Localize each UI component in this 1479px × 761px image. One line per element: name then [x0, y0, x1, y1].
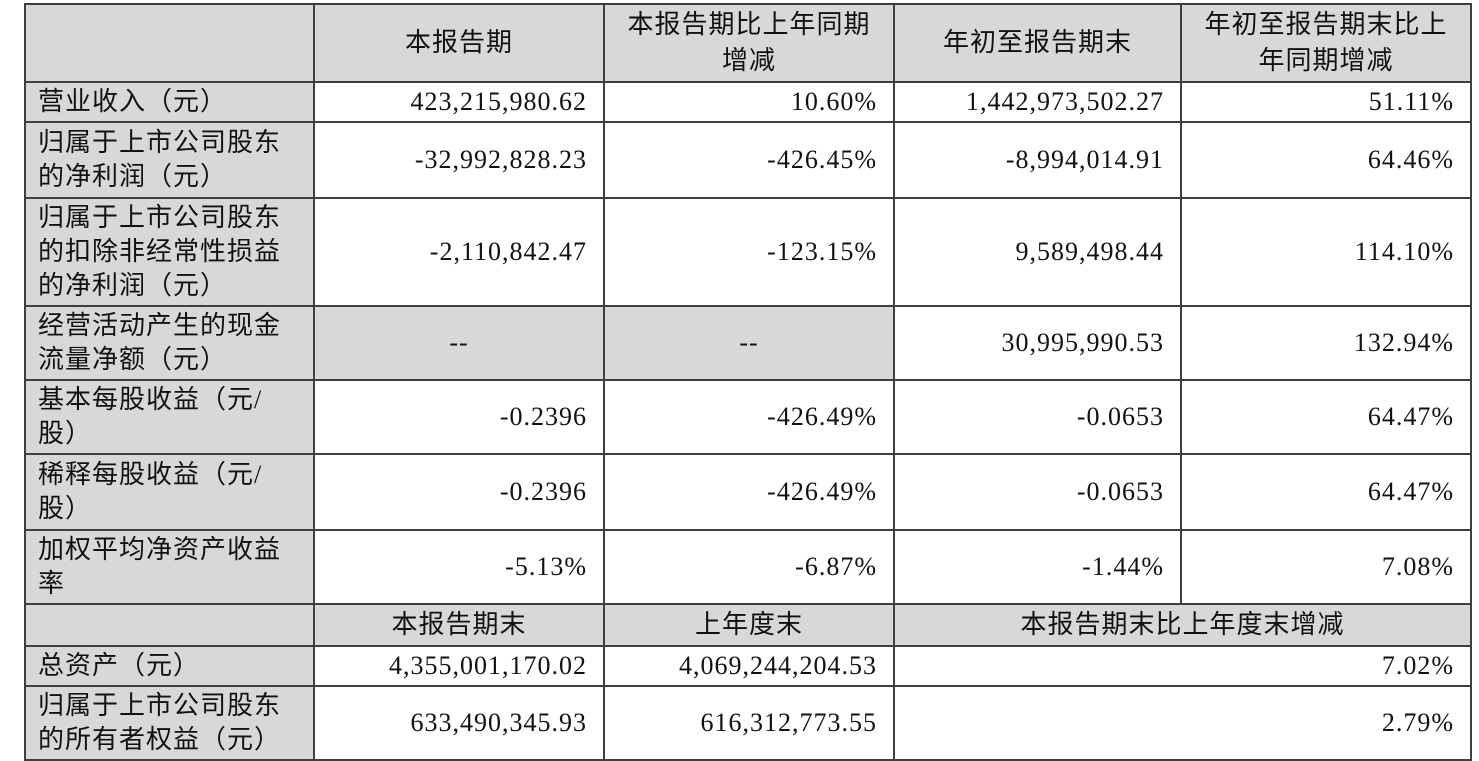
row-label: 归属于上市公司股东的扣除非经常性损益的净利润（元）	[24, 197, 315, 307]
row-label: 归属于上市公司股东的所有者权益（元）	[24, 685, 315, 761]
table-row-revenue: 营业收入（元） 423,215,980.62 10.60% 1,442,973,…	[24, 81, 1472, 123]
col-header-period-end-change: 本报告期末比上年度末增减	[893, 603, 1472, 647]
cell-current-period: -5.13%	[313, 529, 605, 605]
table-row-net-profit: 归属于上市公司股东的净利润（元） -32,992,828.23 -426.45%…	[24, 121, 1472, 199]
cell-ytd: 9,589,498.44	[893, 197, 1182, 307]
table-row-owners-equity: 归属于上市公司股东的所有者权益（元） 633,490,345.93 616,31…	[24, 685, 1472, 761]
cell-yoy-change-na: --	[603, 305, 895, 381]
table-row-net-profit-excl-nonrecurring: 归属于上市公司股东的扣除非经常性损益的净利润（元） -2,110,842.47 …	[24, 197, 1472, 307]
col-header-end-of-period: 本报告期末	[313, 603, 605, 647]
cell-yoy-change: -426.45%	[603, 121, 895, 199]
col-header-ytd-yoy-change: 年初至报告期末比上年同期增减	[1180, 3, 1472, 83]
table-row-operating-cash-flow: 经营活动产生的现金流量净额（元） -- -- 30,995,990.53 132…	[24, 305, 1472, 381]
cell-end-of-period: 4,355,001,170.02	[313, 645, 605, 687]
col-header-current-period: 本报告期	[313, 3, 605, 83]
cell-ytd-yoy-change: 64.47%	[1180, 379, 1472, 455]
table-row-basic-eps: 基本每股收益（元/股） -0.2396 -426.49% -0.0653 64.…	[24, 379, 1472, 455]
header-row-period-end: 本报告期末 上年度末 本报告期末比上年度末增减	[24, 603, 1472, 647]
cell-current-period: -2,110,842.47	[313, 197, 605, 307]
row-label: 经营活动产生的现金流量净额（元）	[24, 305, 315, 381]
cell-ytd-yoy-change: 64.46%	[1180, 121, 1472, 199]
cell-current-period: 423,215,980.62	[313, 81, 605, 123]
cell-ytd-yoy-change: 51.11%	[1180, 81, 1472, 123]
cell-yoy-change: -123.15%	[603, 197, 895, 307]
cell-yoy-change: -426.49%	[603, 379, 895, 455]
cell-ytd-yoy-change: 114.10%	[1180, 197, 1472, 307]
col-header-end-of-last-year: 上年度末	[603, 603, 895, 647]
cell-ytd-yoy-change: 7.08%	[1180, 529, 1472, 605]
cell-period-end-change: 2.79%	[893, 685, 1472, 761]
corner-cell	[24, 3, 315, 83]
cell-ytd-yoy-change: 64.47%	[1180, 453, 1472, 531]
financial-summary-table: 本报告期 本报告期比上年同期增减 年初至报告期末 年初至报告期末比上年同期增减 …	[24, 3, 1472, 761]
col-header-yoy-change: 本报告期比上年同期增减	[603, 3, 895, 83]
cell-current-period: -0.2396	[313, 453, 605, 531]
row-label: 总资产（元）	[24, 645, 315, 687]
cell-ytd: -0.0653	[893, 379, 1182, 455]
row-label: 归属于上市公司股东的净利润（元）	[24, 121, 315, 199]
cell-yoy-change: -6.87%	[603, 529, 895, 605]
cell-ytd: -1.44%	[893, 529, 1182, 605]
cell-ytd: 1,442,973,502.27	[893, 81, 1182, 123]
cell-end-of-last-year: 616,312,773.55	[603, 685, 895, 761]
cell-yoy-change: -426.49%	[603, 453, 895, 531]
cell-ytd: -8,994,014.91	[893, 121, 1182, 199]
row-label: 稀释每股收益（元/股）	[24, 453, 315, 531]
cell-ytd: 30,995,990.53	[893, 305, 1182, 381]
cell-period-end-change: 7.02%	[893, 645, 1472, 687]
header-row-period: 本报告期 本报告期比上年同期增减 年初至报告期末 年初至报告期末比上年同期增减	[24, 3, 1472, 83]
cell-yoy-change: 10.60%	[603, 81, 895, 123]
table-row-diluted-eps: 稀释每股收益（元/股） -0.2396 -426.49% -0.0653 64.…	[24, 453, 1472, 531]
cell-end-of-last-year: 4,069,244,204.53	[603, 645, 895, 687]
table-row-weighted-avg-roe: 加权平均净资产收益率 -5.13% -6.87% -1.44% 7.08%	[24, 529, 1472, 605]
cell-current-period-na: --	[313, 305, 605, 381]
corner-cell-2	[24, 603, 315, 647]
cell-ytd-yoy-change: 132.94%	[1180, 305, 1472, 381]
cell-end-of-period: 633,490,345.93	[313, 685, 605, 761]
table-row-total-assets: 总资产（元） 4,355,001,170.02 4,069,244,204.53…	[24, 645, 1472, 687]
row-label: 基本每股收益（元/股）	[24, 379, 315, 455]
cell-ytd: -0.0653	[893, 453, 1182, 531]
cell-current-period: -32,992,828.23	[313, 121, 605, 199]
col-header-ytd: 年初至报告期末	[893, 3, 1182, 83]
cell-current-period: -0.2396	[313, 379, 605, 455]
row-label: 加权平均净资产收益率	[24, 529, 315, 605]
row-label: 营业收入（元）	[24, 81, 315, 123]
